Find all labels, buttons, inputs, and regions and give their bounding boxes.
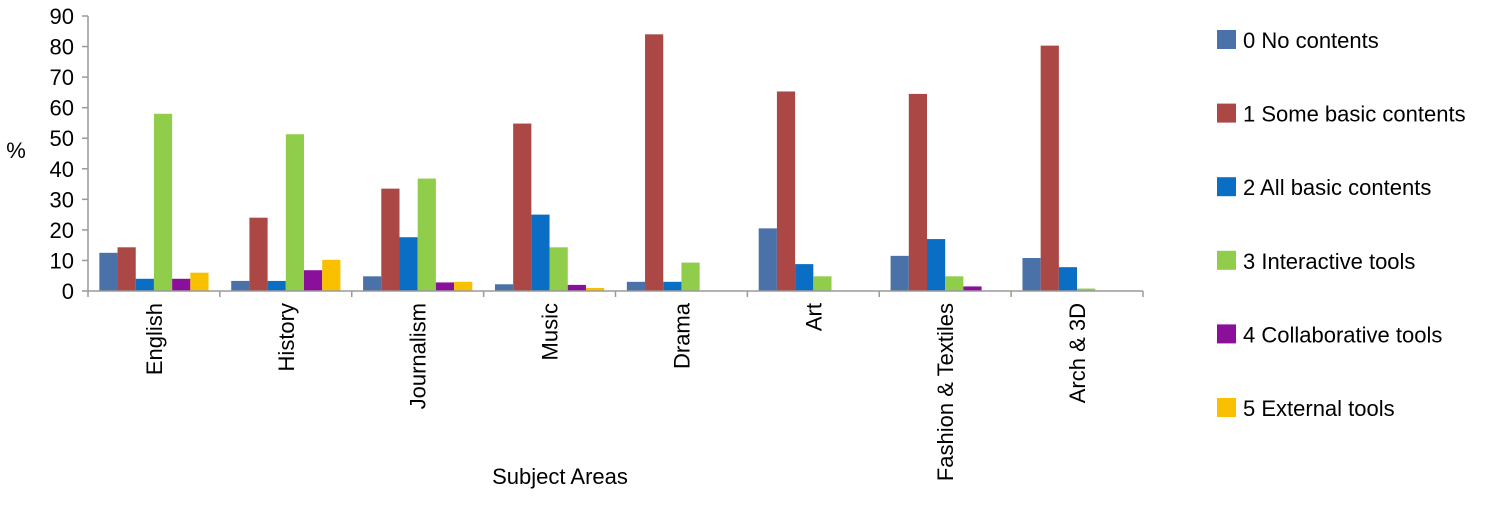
legend-swatch [1217, 177, 1236, 197]
legend-label: 5 External tools [1243, 396, 1395, 421]
bar [249, 217, 268, 291]
y-tick-label: 70 [50, 65, 74, 90]
legend-swatch [1217, 324, 1236, 344]
bar [681, 262, 700, 291]
bar [399, 237, 418, 291]
legend-swatch [1217, 103, 1236, 123]
bar [304, 270, 323, 291]
bar [454, 281, 473, 291]
bar [322, 259, 341, 291]
bar [285, 134, 305, 291]
bar [567, 284, 586, 291]
category-label: Fashion & Textiles [933, 303, 958, 481]
y-tick-label: 90 [50, 4, 74, 29]
category-label: Music [538, 303, 563, 360]
y-tick-label: 80 [50, 35, 74, 60]
bar [267, 280, 286, 291]
y-tick-label: 30 [50, 187, 74, 212]
bars-layer [99, 34, 1096, 291]
bar [513, 123, 532, 291]
category-label: Journalism [406, 303, 431, 409]
bar [908, 93, 927, 291]
legend: 0 No contents 1 Some basic contents 2 All … [1217, 28, 1466, 421]
y-tick-label: 40 [50, 157, 74, 182]
bar [172, 278, 191, 291]
bar [945, 276, 964, 291]
bar [435, 282, 455, 291]
legend-label: 2 All basic contents [1243, 175, 1431, 200]
bar [417, 178, 436, 291]
bar [758, 228, 777, 291]
y-tick-label: 50 [50, 126, 74, 151]
y-tick-label: 20 [50, 218, 74, 243]
y-ticks-layer: 0 10 20 30 40 50 60 70 80 90 [50, 4, 88, 304]
bar [1022, 258, 1041, 291]
bar [926, 239, 946, 291]
bar [190, 272, 209, 291]
legend-swatch [1217, 250, 1236, 270]
bar [645, 34, 664, 291]
legend-label: 3 Interactive tools [1243, 249, 1415, 274]
legend-label: 1 Some basic contents [1243, 102, 1466, 127]
y-tick-label: 0 [62, 279, 74, 304]
bar [153, 113, 173, 291]
bar [231, 280, 250, 291]
y-axis-title: % [6, 138, 26, 163]
bar [1058, 267, 1078, 291]
bar [494, 284, 514, 291]
bar [117, 247, 136, 291]
bar [963, 286, 982, 291]
bar [381, 188, 400, 291]
category-label: English [142, 303, 167, 375]
bar [890, 255, 909, 291]
bar [585, 287, 605, 291]
category-label: Art [801, 303, 826, 331]
category-label: Drama [669, 302, 694, 369]
bar [135, 278, 154, 291]
bar [549, 247, 568, 291]
bar [99, 252, 118, 291]
legend-label: 0 No contents [1243, 28, 1379, 53]
category-label: Arch & 3D [1065, 303, 1090, 403]
bar [813, 276, 832, 291]
legend-swatch [1217, 398, 1236, 417]
bar [626, 281, 646, 291]
category-labels-layer: English History Journalism Music Drama Art Fas… [142, 302, 1090, 481]
legend-label: 4 Collaborative tools [1243, 322, 1442, 347]
bar [795, 264, 814, 291]
bar [1077, 288, 1096, 291]
bar [663, 281, 682, 291]
bar [776, 91, 796, 291]
category-label: History [274, 303, 299, 371]
legend-swatch [1217, 30, 1236, 49]
bar [1040, 45, 1059, 291]
y-tick-label: 10 [50, 248, 74, 273]
bar [363, 276, 382, 291]
bar [531, 214, 550, 291]
y-tick-label: 60 [50, 96, 74, 121]
x-axis-title: Subject Areas [492, 464, 628, 489]
axes-layer [87, 16, 1143, 292]
x-ticks-layer [87, 291, 1144, 297]
